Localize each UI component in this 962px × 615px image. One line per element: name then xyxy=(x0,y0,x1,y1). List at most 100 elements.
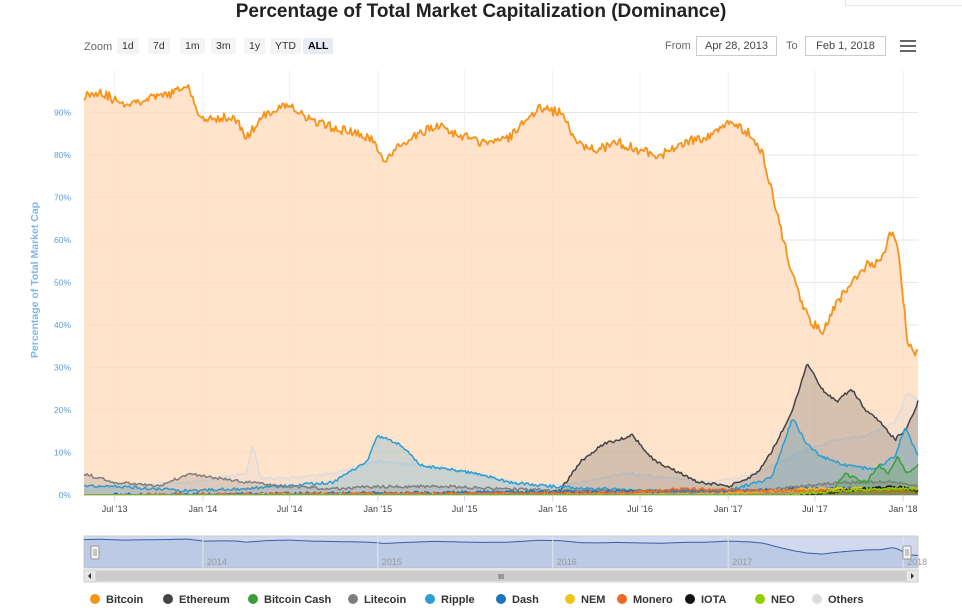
from-label: From xyxy=(665,40,691,52)
legend-marker xyxy=(348,594,358,604)
series-litecoin xyxy=(83,472,919,495)
legend-label: Dash xyxy=(512,594,539,606)
arrow-right-glyph xyxy=(911,573,914,579)
legend-label: Others xyxy=(828,594,864,606)
zoom-1m-button[interactable]: 1m xyxy=(180,38,205,54)
navigator-x-label: 2016 xyxy=(557,557,577,567)
legend-label: IOTA xyxy=(701,594,727,606)
navigator-x-label: 2015 xyxy=(382,557,402,567)
zoom-3m-button[interactable]: 3m xyxy=(211,38,236,54)
x-tick-label: Jul '15 xyxy=(452,504,478,514)
y-tick-label: 20% xyxy=(54,405,71,415)
scrollbar-grip: III xyxy=(498,574,504,581)
legend-item-others[interactable]: Others xyxy=(812,594,863,606)
top-right-frame xyxy=(845,0,962,6)
y-tick-label: 0% xyxy=(59,490,72,500)
legend-marker xyxy=(617,594,627,604)
y-tick-label: 10% xyxy=(54,448,71,458)
legend-marker xyxy=(248,594,258,604)
x-tick-label: Jul '16 xyxy=(627,504,653,514)
navigator-right-handle[interactable] xyxy=(902,545,912,560)
series-line xyxy=(83,84,919,357)
x-tick-label: Jan '18 xyxy=(889,504,918,514)
y-tick-label: 50% xyxy=(54,278,71,288)
series-bitcoin xyxy=(83,84,919,496)
legend-marker xyxy=(163,594,173,604)
legend-marker xyxy=(425,594,435,604)
legend-marker xyxy=(565,594,575,604)
legend-label: Monero xyxy=(633,594,673,606)
x-tick-label: Jul '17 xyxy=(802,504,828,514)
scrollbar-thumb[interactable] xyxy=(96,571,906,581)
series-line xyxy=(83,419,919,493)
navigator-x-label: 2017 xyxy=(732,557,752,567)
from-date-input[interactable]: Apr 28, 2013 xyxy=(696,36,777,56)
x-tick-label: Jul '14 xyxy=(277,504,303,514)
y-axis-ticks: 0% 10% 20% 30% 40% 50% 60% 70% 80% 90% xyxy=(54,108,71,501)
zoom-label: Zoom xyxy=(84,41,113,53)
x-tick-label: Jan '17 xyxy=(714,504,743,514)
navigator-series-area xyxy=(84,539,918,568)
x-axis-ticks: Jul '13 Jan '14 Jul '14 Jan '15 Jul '15 Jan '… xyxy=(102,495,918,514)
zoom-7d-button[interactable]: 7d xyxy=(148,38,170,54)
legend-item-dash[interactable]: Dash xyxy=(496,594,539,606)
series-line xyxy=(84,487,919,496)
legend-marker xyxy=(90,594,100,604)
to-date-input[interactable]: Feb 1, 2018 xyxy=(805,36,886,56)
legend-label: Litecoin xyxy=(364,594,407,606)
legend-marker xyxy=(685,594,695,604)
x-tick-label: Jan '15 xyxy=(363,504,392,514)
y-tick-label: 60% xyxy=(54,235,71,245)
series-area xyxy=(84,487,918,495)
legend-item-nem[interactable]: NEM xyxy=(565,594,605,606)
series-area xyxy=(84,473,918,495)
legend-label: Bitcoin Cash xyxy=(264,594,332,606)
chart-title: Percentage of Total Market Capitalizatio… xyxy=(235,1,727,22)
x-tick-label: Jan '16 xyxy=(538,504,567,514)
series-area xyxy=(84,487,918,495)
legend-marker xyxy=(755,594,765,604)
legend-marker xyxy=(812,594,822,604)
series-monero xyxy=(84,487,919,496)
legend-label: Ripple xyxy=(441,594,475,606)
series-area xyxy=(84,84,918,496)
y-tick-label: 80% xyxy=(54,150,71,160)
legend-label: NEO xyxy=(771,594,795,606)
y-tick-label: 30% xyxy=(54,363,71,373)
legend-label: Ethereum xyxy=(179,594,230,606)
legend-label: NEM xyxy=(581,594,606,606)
arrow-left-glyph xyxy=(88,573,91,579)
navigator-x-label: 2018 xyxy=(907,557,927,567)
series-area xyxy=(84,486,918,495)
legend-label: Bitcoin xyxy=(106,594,144,606)
legend-item-monero[interactable]: Monero xyxy=(617,594,673,606)
legend-item-bitcoin-cash[interactable]: Bitcoin Cash xyxy=(248,594,331,606)
legend-item-neo[interactable]: NEO xyxy=(755,594,795,606)
zoom-ytd-button[interactable]: YTD xyxy=(270,38,301,54)
legend-item-litecoin[interactable]: Litecoin xyxy=(348,594,406,606)
legend-item-bitcoin[interactable]: Bitcoin xyxy=(90,594,143,606)
zoom-1d-button[interactable]: 1d xyxy=(117,38,139,54)
x-tick-label: Jul '13 xyxy=(102,504,128,514)
series-line xyxy=(83,472,919,493)
y-tick-label: 90% xyxy=(54,108,71,118)
navigator[interactable]: 2014 2015 2016 2017 2018 III xyxy=(83,535,927,583)
to-label: To xyxy=(786,40,798,52)
y-tick-label: 70% xyxy=(54,193,71,203)
zoom-all-button[interactable]: ALL xyxy=(303,38,334,54)
navigator-left-handle[interactable] xyxy=(90,545,100,560)
navigator-series-line xyxy=(83,538,919,556)
y-axis-label: Percentage of Total Market Cap xyxy=(29,202,41,358)
series-area xyxy=(84,487,918,495)
legend-item-ripple[interactable]: Ripple xyxy=(425,594,475,606)
zoom-1y-button[interactable]: 1y xyxy=(244,38,266,54)
legend-item-iota[interactable]: IOTA xyxy=(685,594,726,606)
legend-item-ethereum[interactable]: Ethereum xyxy=(163,594,230,606)
hamburger-menu-icon[interactable] xyxy=(900,40,916,52)
series-layer xyxy=(83,84,919,496)
x-tick-label: Jan '14 xyxy=(188,504,217,514)
navigator-x-label: 2014 xyxy=(207,557,227,567)
series-area xyxy=(84,393,918,495)
legend-marker xyxy=(496,594,506,604)
